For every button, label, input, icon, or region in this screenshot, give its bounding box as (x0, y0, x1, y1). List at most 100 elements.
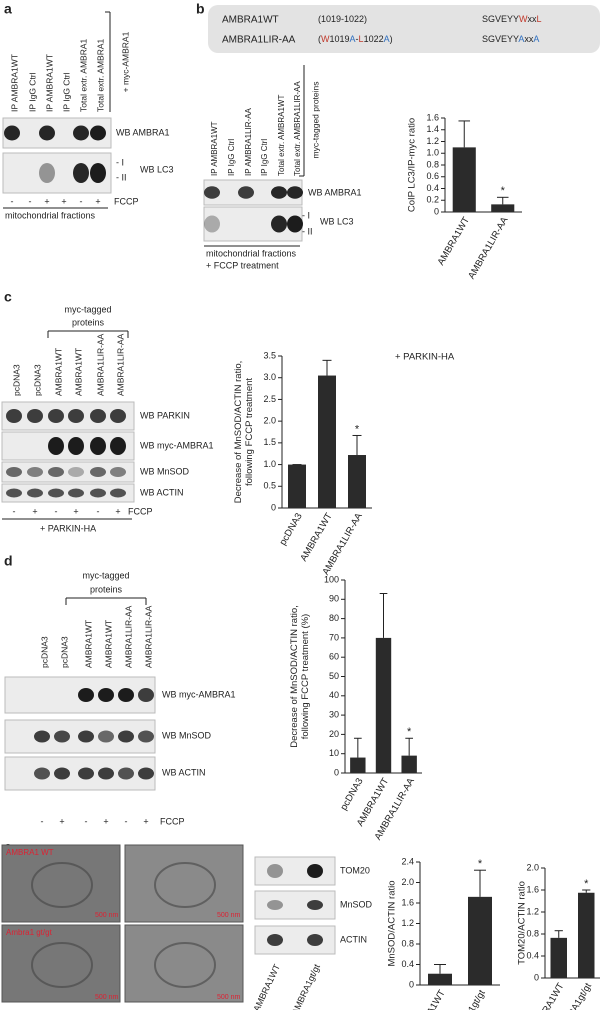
bar (468, 896, 492, 985)
treatment-sign: + (44, 196, 49, 206)
lane-label: IP IgG Ctrl (27, 72, 37, 112)
y-tick-label: 1.2 (426, 136, 439, 146)
y-tick-label: 2.4 (401, 856, 414, 866)
band (118, 688, 134, 702)
treatment-sign: - (125, 816, 128, 826)
label: mitochondrial fractions (5, 210, 96, 220)
band (204, 215, 220, 233)
lane-label: IP IgG Ctrl (260, 139, 269, 176)
y-tick-label: 1.5 (263, 437, 276, 447)
sequence-part: L (359, 34, 364, 44)
label: WB MnSOD (140, 466, 190, 476)
lane-label: Total extr. AMBRA1 (78, 39, 88, 112)
bar (452, 147, 476, 212)
mitochondrion (154, 862, 216, 908)
significance: * (478, 858, 483, 870)
sequence-box (208, 5, 600, 53)
error-bar (405, 737, 414, 756)
band (4, 125, 20, 141)
sequence-part: 1022 (364, 34, 384, 44)
label: MnSOD (340, 899, 373, 909)
label: Ambra1 gt/gt (6, 928, 53, 937)
y-tick-label: 10 (329, 748, 339, 758)
label: - I (302, 210, 310, 220)
x-tick-label: AMBRA1WT (411, 988, 448, 1010)
band (34, 730, 50, 743)
y-tick-label: 0 (434, 206, 439, 216)
lane-label: IP IgG Ctrl (61, 72, 71, 112)
error-bar (352, 434, 362, 456)
y-tick-label: 2.0 (401, 877, 414, 887)
lane-label: pcDNA3 (32, 364, 42, 396)
band (287, 215, 303, 233)
y-tick-label: 0.6 (426, 171, 439, 181)
treatment-sign: - (29, 196, 32, 206)
lane-label: IP AMBRA1WT (210, 121, 219, 176)
y-tick-label: 0 (409, 979, 414, 989)
lane-label: AMBRA1WT (53, 348, 63, 396)
label: 500 nm (95, 912, 119, 919)
label: - II (116, 172, 127, 182)
label: FCCP (114, 196, 139, 206)
label: WB PARKIN (140, 410, 190, 420)
significance: * (355, 423, 360, 435)
band (110, 467, 126, 477)
band (110, 409, 126, 423)
error-bar (379, 593, 388, 638)
band (6, 467, 22, 477)
error-bar (353, 737, 362, 758)
sequence-part: L (537, 14, 542, 24)
lane-label: Total extr. AMBRA1 (95, 39, 105, 112)
band (138, 688, 154, 702)
treatment-sign: - (97, 506, 100, 516)
y-tick-label: 0.2 (426, 195, 439, 205)
lane-label: AMBRA1WT (103, 620, 113, 668)
error-bar (474, 869, 486, 897)
band (27, 467, 43, 477)
band (48, 437, 64, 455)
bar (348, 455, 366, 508)
treatment-sign: + (115, 506, 120, 516)
sequence-part: W (321, 34, 330, 44)
label: WB AMBRA1 (116, 127, 170, 137)
y-tick-label: 1.6 (526, 884, 539, 894)
x-tick-label: AMBRA1WT (436, 215, 473, 267)
lane-label: AMBRA1WT (73, 348, 83, 396)
x-tick-label: pcDNA3 (338, 776, 365, 812)
y-tick-label: 0.4 (401, 959, 414, 969)
band (27, 488, 43, 498)
sequence-part: xx (528, 14, 538, 24)
sequence-part: ( (318, 34, 321, 44)
y-axis-label: Decrease of MnSOD/ACTIN ratio, (289, 605, 300, 748)
sequence-text: SGVEYYAxxA (482, 34, 539, 44)
band (90, 409, 106, 423)
band (90, 437, 106, 455)
error-bar (496, 196, 509, 205)
y-tick-label: 90 (329, 594, 339, 604)
y-tick-label: 0.5 (263, 481, 276, 491)
y-tick-label: 2.0 (263, 416, 276, 426)
band (138, 730, 154, 743)
y-tick-label: 0 (334, 767, 339, 777)
treatment-sign: - (85, 816, 88, 826)
y-axis-label: CoIP LC3/IP-myc ratio (407, 118, 418, 212)
label: myc-tagged proteins (310, 81, 320, 158)
label: WB LC3 (140, 164, 174, 174)
lane-label: IP AMBRA1WT (9, 54, 19, 112)
y-tick-label: 0.8 (526, 928, 539, 938)
y-tick-label: 1.4 (426, 124, 439, 134)
band (48, 488, 64, 498)
y-tick-label: 1.6 (426, 112, 439, 122)
band (287, 186, 303, 199)
lane-label: pcDNA3 (39, 636, 49, 668)
y-tick-label: 0 (534, 972, 539, 982)
sequence-part: SGVEYY (482, 34, 519, 44)
mitochondrion (154, 942, 216, 988)
treatment-sign: - (80, 196, 83, 206)
label: WB LC3 (320, 216, 354, 226)
error-bar (582, 889, 591, 893)
band (68, 488, 84, 498)
sequence-part: SGVEYY (482, 14, 519, 24)
x-tick-label: AMBRA1LIR-AA (466, 215, 511, 281)
band (267, 864, 283, 878)
